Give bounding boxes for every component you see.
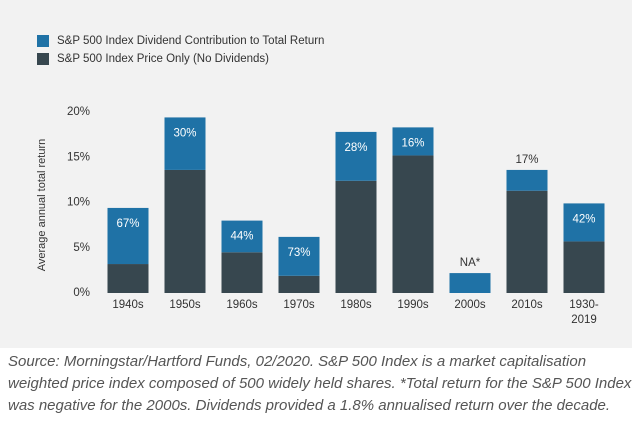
bar-label: 16% (401, 137, 424, 149)
bar-segment (278, 275, 320, 293)
bar-segment (506, 190, 548, 293)
bar-segment (278, 236, 320, 276)
bar-label: 30% (173, 127, 196, 139)
chart-area: S&P 500 Index Dividend Contribution to T… (0, 0, 632, 348)
bar-segment (506, 169, 548, 191)
bar-segment (164, 117, 206, 170)
legend-swatch (37, 53, 49, 65)
bar-segment (335, 131, 377, 181)
legend-label: S&P 500 Index Price Only (No Dividends) (57, 53, 269, 65)
bar-segment (392, 127, 434, 156)
legend-label: S&P 500 Index Dividend Contribution to T… (57, 35, 324, 47)
bar-label: 17% (515, 154, 538, 166)
bar-label: 44% (230, 231, 253, 243)
y-tick-label: 0% (73, 287, 90, 299)
bar-label: 42% (572, 213, 595, 225)
bar-segment (221, 220, 263, 253)
bar-segment (563, 203, 605, 242)
y-tick-label: 10% (67, 197, 90, 209)
bar-label: 28% (344, 142, 367, 154)
chart: S&P 500 Index Dividend Contribution to T… (36, 35, 605, 299)
bar-segment (164, 169, 206, 293)
x-tick-label: 1990s (397, 299, 429, 311)
y-axis-label: Average annual total return (36, 139, 48, 272)
y-tick-label: 15% (67, 151, 90, 163)
x-tick-label: 1980s (340, 299, 372, 311)
bar-segment (392, 155, 434, 293)
bar-segment (221, 252, 263, 293)
x-tick-label: 2010s (511, 299, 543, 311)
bar-segment (107, 264, 149, 293)
x-tick-label: 1930-2019 (569, 299, 599, 326)
y-tick-label: 5% (73, 242, 90, 254)
bar-segment (335, 180, 377, 293)
y-tick-label: 20% (67, 106, 90, 118)
caption: Source: Morningstar/Hartford Funds, 02/2… (8, 353, 632, 414)
bar-segment (449, 273, 491, 293)
x-tick-label: 1940s (112, 299, 144, 311)
bar-label: 73% (287, 247, 310, 259)
x-tick-label: 1960s (226, 299, 258, 311)
bar-segment (107, 207, 149, 265)
legend-swatch (37, 35, 49, 47)
bar-label: NA* (460, 257, 481, 269)
bar-segment (563, 241, 605, 293)
x-tick-label: 2000s (454, 299, 486, 311)
x-tick-label: 1970s (283, 299, 315, 311)
x-tick-label: 1950s (169, 299, 201, 311)
bar-label: 67% (116, 218, 139, 230)
